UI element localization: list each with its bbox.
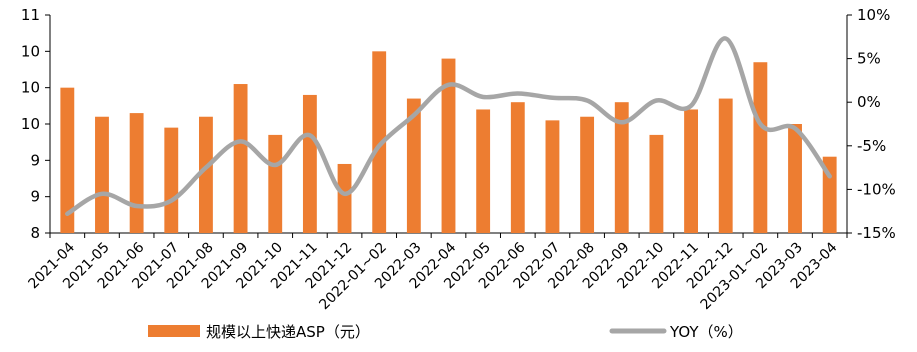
bar [546,120,560,233]
bar [788,124,802,233]
right-tick-label: -15% [857,224,896,242]
right-tick-label: 5% [857,50,881,68]
bar [268,135,282,233]
bar [511,102,525,233]
right-tick-label: 10% [857,6,890,24]
legend-line-label: YOY（%） [669,323,743,341]
left-tick-label: 8 [30,224,40,242]
right-tick-label: 0% [857,93,881,111]
left-tick-label: 11 [21,6,40,24]
left-tick-label: 10 [21,79,40,97]
legend-bar-label: 规模以上快递ASP（元） [206,323,370,341]
right-tick-label: -10% [857,180,896,198]
left-tick-label: 9 [30,151,40,169]
bar-series [60,51,836,233]
right-tick-label: -5% [857,137,886,155]
bar [95,117,109,233]
bar [684,109,698,233]
left-tick-label: 10 [21,115,40,133]
bar [719,99,733,233]
bar [130,113,144,233]
legend: 规模以上快递ASP（元） YOY（%） [148,323,743,341]
bar [476,109,490,233]
bar [303,95,317,233]
bar [338,164,352,233]
bar [580,117,594,233]
bar [234,84,248,233]
legend-bar-swatch [148,325,200,337]
bar [753,62,767,233]
left-tick-label: 10 [21,42,40,60]
left-tick-label: 9 [30,188,40,206]
bar [649,135,663,233]
bar [164,128,178,233]
